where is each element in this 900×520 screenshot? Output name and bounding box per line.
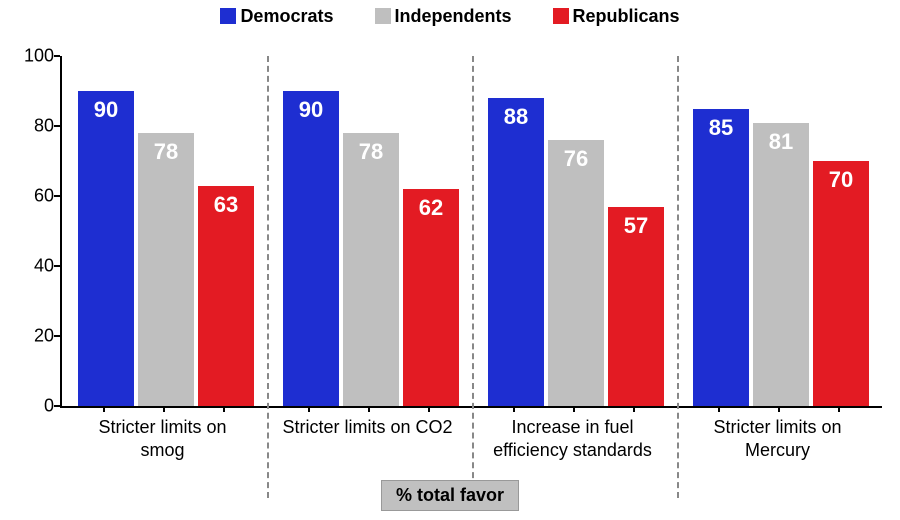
y-tick-label: 100 [14, 46, 54, 67]
legend-item-democrats: Democrats [220, 6, 333, 27]
bar-value-label: 76 [548, 146, 604, 172]
x-tick-mark [718, 406, 720, 412]
y-tick-label: 60 [14, 186, 54, 207]
legend-label-independents: Independents [395, 6, 512, 26]
x-category-label: Stricter limits on CO2 [265, 416, 470, 439]
bar-value-label: 88 [488, 104, 544, 130]
x-tick-mark [778, 406, 780, 412]
y-tick-label: 0 [14, 396, 54, 417]
bar-value-label: 78 [138, 139, 194, 165]
bar-value-label: 85 [693, 115, 749, 141]
chart-container: Democrats Independents Republicans 0 20 40… [0, 0, 900, 520]
caption-row: % total favor [0, 480, 900, 511]
x-category-label: Stricter limits onsmog [60, 416, 265, 461]
bar: 62 [403, 189, 459, 406]
bar-value-label: 63 [198, 192, 254, 218]
bar-value-label: 78 [343, 139, 399, 165]
y-tick-label: 20 [14, 326, 54, 347]
legend: Democrats Independents Republicans [0, 6, 900, 27]
x-tick-mark [633, 406, 635, 412]
bar-value-label: 70 [813, 167, 869, 193]
bar: 78 [138, 133, 194, 406]
caption-box: % total favor [381, 480, 519, 511]
x-tick-mark [428, 406, 430, 412]
x-tick-mark [103, 406, 105, 412]
x-tick-mark [573, 406, 575, 412]
bar: 81 [753, 123, 809, 407]
x-tick-mark [163, 406, 165, 412]
bar: 70 [813, 161, 869, 406]
bar-value-label: 81 [753, 129, 809, 155]
x-tick-mark [223, 406, 225, 412]
bar: 85 [693, 109, 749, 407]
legend-item-independents: Independents [375, 6, 512, 27]
legend-label-republicans: Republicans [573, 6, 680, 26]
bar: 78 [343, 133, 399, 406]
bar-value-label: 62 [403, 195, 459, 221]
bar: 76 [548, 140, 604, 406]
x-category-label: Stricter limits onMercury [675, 416, 880, 461]
legend-item-republicans: Republicans [553, 6, 680, 27]
plot-area: 907863907862887657858170 [60, 56, 882, 408]
bar-value-label: 90 [283, 97, 339, 123]
bar: 90 [283, 91, 339, 406]
x-category-label: Increase in fuelefficiency standards [470, 416, 675, 461]
bar: 88 [488, 98, 544, 406]
x-tick-mark [308, 406, 310, 412]
bar: 57 [608, 207, 664, 407]
legend-label-democrats: Democrats [240, 6, 333, 26]
bar: 63 [198, 186, 254, 407]
bar: 90 [78, 91, 134, 406]
y-tick-label: 80 [14, 116, 54, 137]
legend-swatch-independents [375, 8, 391, 24]
bar-value-label: 57 [608, 213, 664, 239]
x-tick-mark [838, 406, 840, 412]
legend-swatch-republicans [553, 8, 569, 24]
x-tick-mark [513, 406, 515, 412]
bar-value-label: 90 [78, 97, 134, 123]
x-tick-mark [368, 406, 370, 412]
legend-swatch-democrats [220, 8, 236, 24]
y-tick-label: 40 [14, 256, 54, 277]
